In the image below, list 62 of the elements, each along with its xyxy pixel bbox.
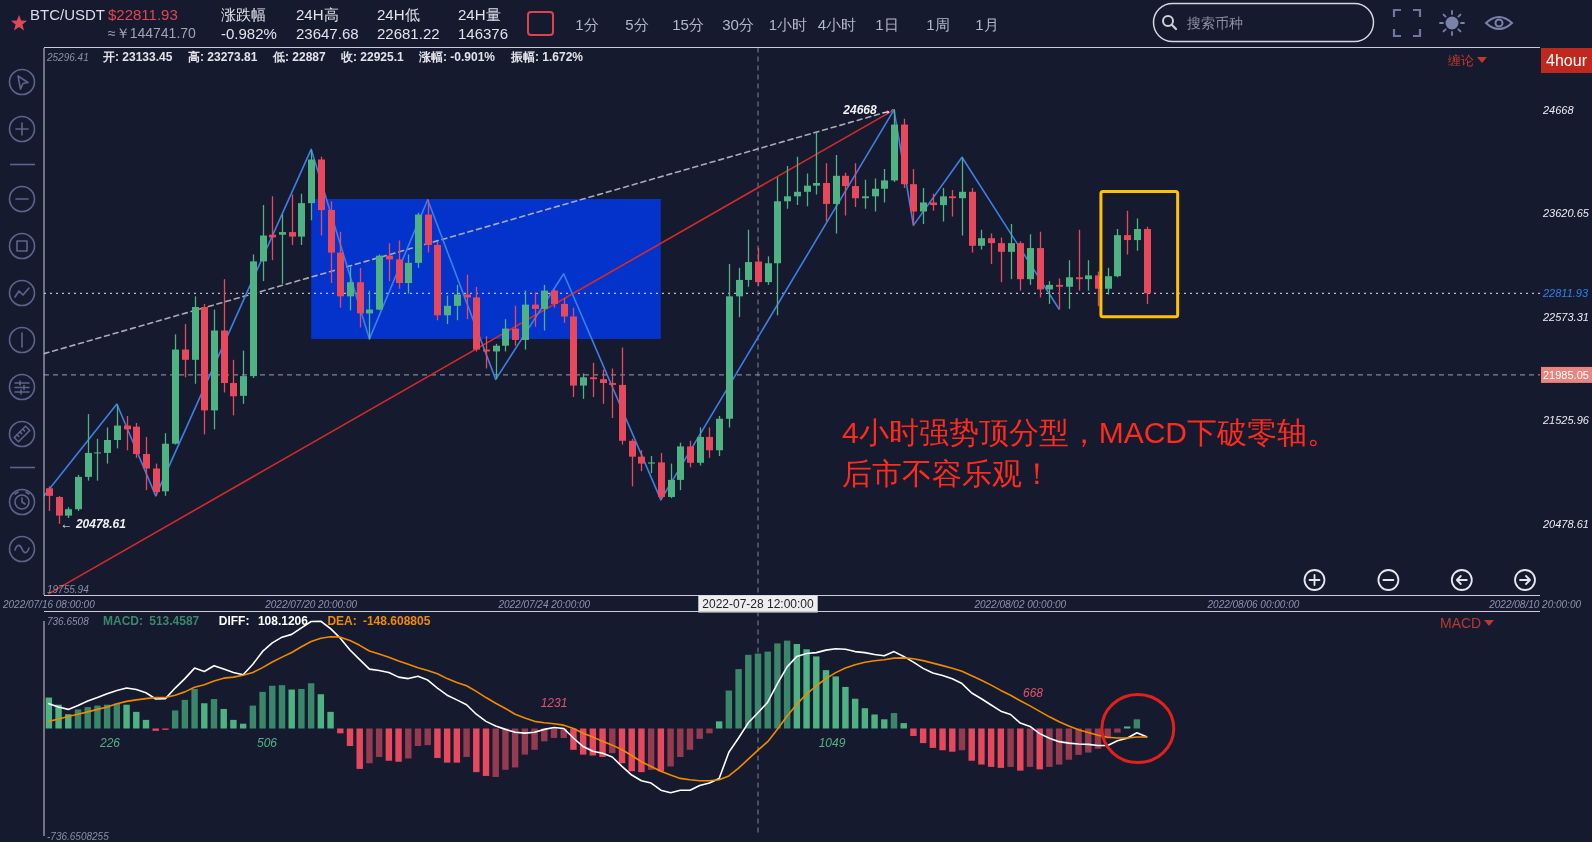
- text: 1周: [926, 15, 950, 33]
- series-label: DEA:: [327, 614, 357, 628]
- annotation: 振幅: 1.672%: [510, 50, 584, 64]
- annotation: 506: [256, 736, 278, 750]
- annotation: 高: 23273.81: [188, 50, 258, 64]
- annotation: 24668 →: [842, 103, 892, 118]
- text: 5分: [625, 15, 649, 33]
- annotation: 226: [98, 736, 121, 750]
- y-tick-label: 23620.65: [1542, 207, 1590, 220]
- y-tick-label: -736.6508255: [47, 830, 110, 842]
- annotation: MACD: [1440, 615, 1482, 631]
- x-tick-label: 2022/07/20 20:00:00: [264, 598, 358, 610]
- annotation: 后市不容乐观！: [842, 456, 1052, 490]
- text: DIFF:: [218, 614, 250, 628]
- text: 1日: [875, 15, 899, 33]
- annotation: -148.608805: [362, 614, 431, 628]
- annotation: 1049: [818, 736, 846, 750]
- text: $22811.93: [108, 5, 178, 23]
- text: 30分: [722, 15, 754, 33]
- text: 涨跌幅: [221, 5, 266, 23]
- annotation: 收: 22925.1: [341, 50, 405, 64]
- text: BTC/USDT: [30, 5, 105, 23]
- text: 24H低: [377, 5, 420, 23]
- text: 24H量: [458, 5, 501, 23]
- text: MACD:: [103, 614, 143, 628]
- text: 146376: [458, 24, 509, 42]
- annotation: 低: 22887: [272, 50, 327, 64]
- x-tick-label: 2022/07/24 20:00:00: [497, 598, 591, 610]
- annotation: 4小时强势顶分型，MACD下破零轴。: [842, 415, 1338, 449]
- x-tick-label: 2022/08/10 20:00:00: [1488, 598, 1582, 610]
- text: 1月: [975, 15, 999, 33]
- text: 24H高: [296, 5, 339, 23]
- x-tick-label: 2022/07/16 08:00:00: [1, 598, 96, 610]
- ref-line-label: 2022-07-28 12:00:00: [702, 597, 815, 611]
- y-tick-label: 736.6508: [47, 615, 90, 627]
- text: 1小时: [768, 15, 808, 33]
- annotation: ← 20478.61: [60, 516, 127, 531]
- annotation: 缠论: [1448, 52, 1474, 68]
- text: 23647.68: [296, 24, 359, 42]
- annotation: 开: 23133.45: [102, 50, 173, 64]
- text: 15分: [672, 15, 704, 33]
- text: ≈￥144741.70: [108, 25, 197, 41]
- annotation: 668: [1022, 686, 1044, 700]
- y-tick-label: 24668: [1542, 104, 1575, 117]
- text: -0.982%: [221, 24, 277, 42]
- x-tick-label: 2022/08/06 00:00:00: [1206, 598, 1300, 610]
- annotation: 108.1206: [257, 614, 309, 628]
- annotation: 513.4587: [149, 614, 200, 628]
- annotation: 涨幅: -0.901%: [418, 50, 496, 64]
- text: 搜索币种: [1187, 15, 1243, 31]
- text: 1分: [575, 15, 599, 33]
- annotation: 1231: [540, 696, 568, 710]
- ref-line-label: 21985.05: [1543, 368, 1589, 381]
- y-tick-label: 22573.31: [1542, 310, 1589, 323]
- text: 4hour: [1546, 52, 1588, 69]
- text: 4小时: [817, 15, 857, 33]
- text: 22681.22: [377, 24, 440, 42]
- x-tick-label: 2022/08/02 00:00:00: [973, 598, 1067, 610]
- y-tick-label: 21525.96: [1542, 414, 1590, 427]
- annotation: 25296.41: [46, 51, 89, 63]
- y-tick-label: 20478.61: [1542, 517, 1589, 530]
- ref-line-label: 22811.93: [1542, 287, 1589, 300]
